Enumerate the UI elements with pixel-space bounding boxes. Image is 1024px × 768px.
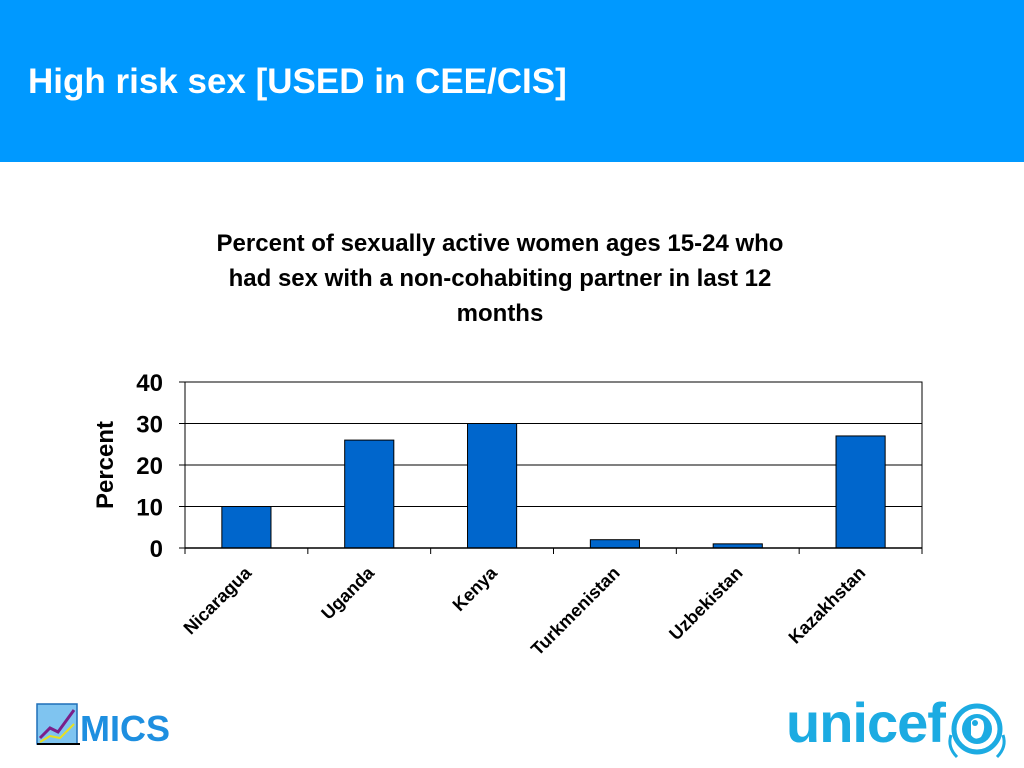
chart-title-line-2: had sex with a non-cohabiting partner in… (228, 265, 772, 292)
chart-title-line-3: months (456, 300, 544, 327)
bar (835, 435, 886, 549)
y-axis-label: Percent (92, 421, 119, 509)
chart-title: Percent of sexually active women ages 15… (150, 226, 850, 331)
x-tick-label: Uzbekistan (665, 563, 746, 644)
unicef-emblem-icon (948, 703, 1006, 759)
x-tick-label: Uganda (317, 562, 379, 624)
bar-chart: 0 10 20 30 40 Nicaragua Uganda Kenya Turkmenista… (92, 370, 923, 660)
chart-gridlines (184, 381, 923, 549)
bar (221, 506, 272, 549)
unicef-logo-text: unicef (786, 691, 946, 754)
x-tick-label: Kazakhstan (785, 563, 870, 648)
y-tick-label: 20 (136, 453, 163, 480)
y-tick-label: 10 (136, 495, 163, 522)
bar (467, 423, 518, 549)
bar (589, 539, 640, 549)
slide-title: High risk sex [USED in CEE/CIS] (28, 62, 567, 101)
x-tick-label: Nicaragua (180, 562, 256, 638)
chart-title-line-1: Percent of sexually active women ages 15… (216, 230, 784, 257)
y-tick-label: 40 (136, 370, 163, 397)
chart-bars (221, 423, 886, 549)
mics-logo-text: MICS (80, 708, 170, 749)
x-tick-label: Turkmenistan (527, 563, 624, 660)
bar (344, 439, 395, 549)
y-tick-label: 30 (136, 412, 163, 439)
x-tick-label: Kenya (449, 562, 502, 615)
y-tick-label: 0 (150, 536, 163, 563)
slide-header: High risk sex [USED in CEE/CIS] (0, 0, 1024, 162)
